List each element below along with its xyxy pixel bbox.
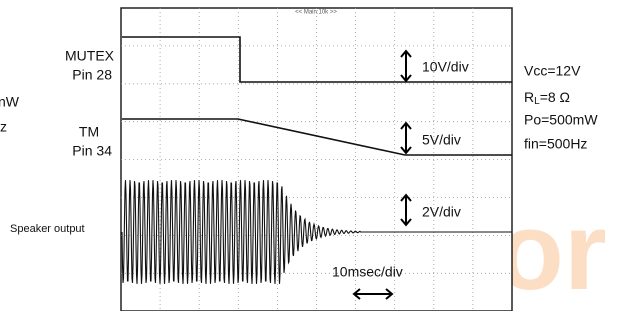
condition: Po=500mW — [524, 112, 598, 128]
scope-header: << Main:10k >> — [295, 10, 337, 16]
channel-scale: 5V/div — [422, 132, 461, 148]
rl-rest: =8 Ω — [540, 89, 570, 105]
edge-fragment: nW — [0, 94, 20, 110]
channel-scale: 2V/div — [422, 204, 461, 220]
channel-name: MUTEX — [65, 48, 115, 64]
rl-main: R — [524, 89, 534, 105]
channel-pin: Pin 34 — [72, 143, 112, 159]
condition: Vcc=12V — [524, 63, 581, 79]
condition: RL=8 Ω — [524, 89, 570, 107]
figure: for << Main:10k >> 10V/div 5V/div 2V/div… — [0, 0, 627, 311]
channel-pin: Pin 28 — [72, 67, 112, 83]
timebase: 10msec/div — [332, 264, 403, 280]
channel-scale: 10V/div — [422, 59, 469, 75]
channel-name: TM — [79, 124, 99, 140]
condition: fin=500Hz — [524, 136, 587, 152]
edge-fragment: z — [0, 119, 7, 135]
channel-name: Speaker output — [10, 223, 85, 235]
